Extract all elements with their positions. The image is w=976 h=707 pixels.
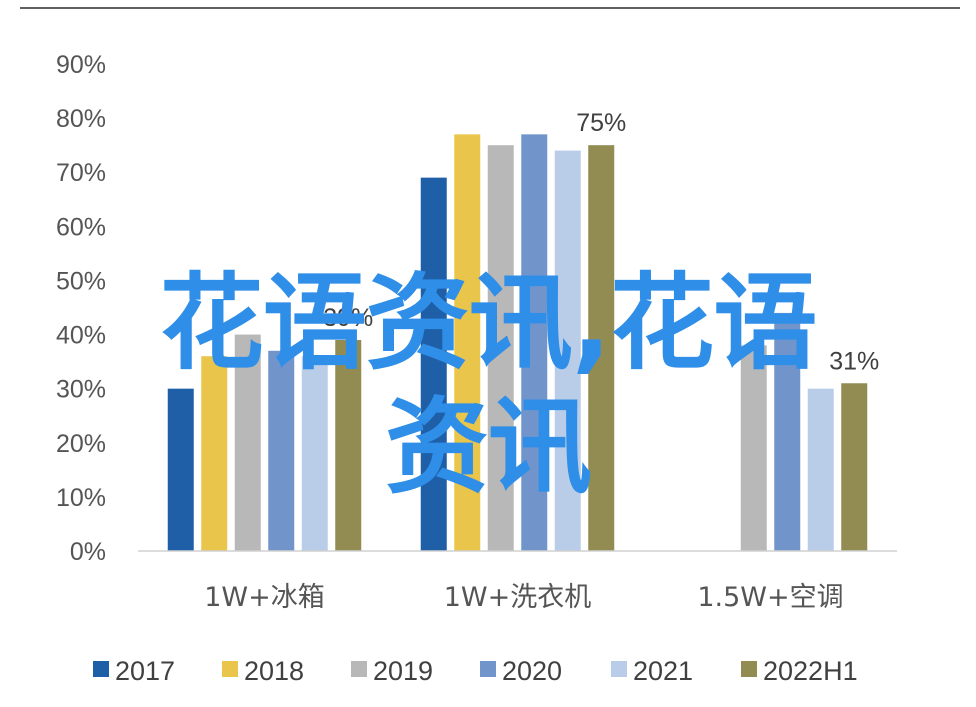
legend: 2017 2018 2019 2020 2021 2022H1 [93,656,858,686]
y-tick-label: 10% [56,484,106,512]
legend-label-2019: 2019 [373,656,433,686]
y-tick-label: 80% [56,105,106,133]
legend-label-2017: 2017 [115,656,175,686]
bar-2017-1 [420,177,447,551]
bar-2022H1-0 [335,339,362,551]
legend-label-2018: 2018 [244,656,304,686]
data-label: 31% [829,347,879,375]
bar-2022H1-2 [841,383,868,551]
bar-2018-0 [201,356,228,551]
bar-2021-2 [807,388,834,551]
legend-swatch-2017 [93,661,109,677]
bar-2017-0 [167,388,194,551]
bar-2021-1 [554,150,581,552]
bars [167,134,868,552]
y-tick-label: 30% [56,376,106,404]
data-label: 75% [576,109,626,137]
legend-label-2021: 2021 [633,656,693,686]
bar-2019-1 [487,145,514,551]
bar-2020-1 [521,134,548,551]
bar-2020-0 [268,350,295,551]
y-tick-label: 70% [56,159,106,187]
legend-swatch-2022H1 [741,661,757,677]
bar-2018-1 [454,134,481,551]
legend-label-2020: 2020 [502,656,562,686]
data-labels: 39% 75% 31% [323,109,879,375]
legend-swatch-2019 [351,661,367,677]
x-tick-label: 1W+冰箱 [204,582,325,613]
legend-swatch-2021 [611,661,627,677]
y-tick-label: 40% [56,322,106,350]
legend-swatch-2018 [222,661,238,677]
x-tick-label: 1.5W+空调 [697,582,843,613]
legend-label-2022H1: 2022H1 [763,656,858,686]
data-label: 39% [323,304,373,332]
y-tick-label: 0% [70,538,106,566]
y-axis: 0% 10% 20% 30% 40% 50% 60% 70% 80% 90% [56,51,106,566]
bar-2019-0 [234,334,261,551]
bar-2019-2 [740,345,767,551]
y-tick-label: 20% [56,430,106,458]
y-tick-label: 60% [56,213,106,241]
y-tick-label: 50% [56,267,106,295]
x-axis: 1W+冰箱 1W+洗衣机 1.5W+空调 [138,550,897,613]
bar-2021-0 [301,356,328,551]
legend-swatch-2020 [480,661,496,677]
x-tick-label: 1W+洗衣机 [444,582,592,613]
bar-2020-2 [774,312,801,551]
y-tick-label: 90% [56,51,106,79]
bar-2022H1-1 [588,145,615,551]
